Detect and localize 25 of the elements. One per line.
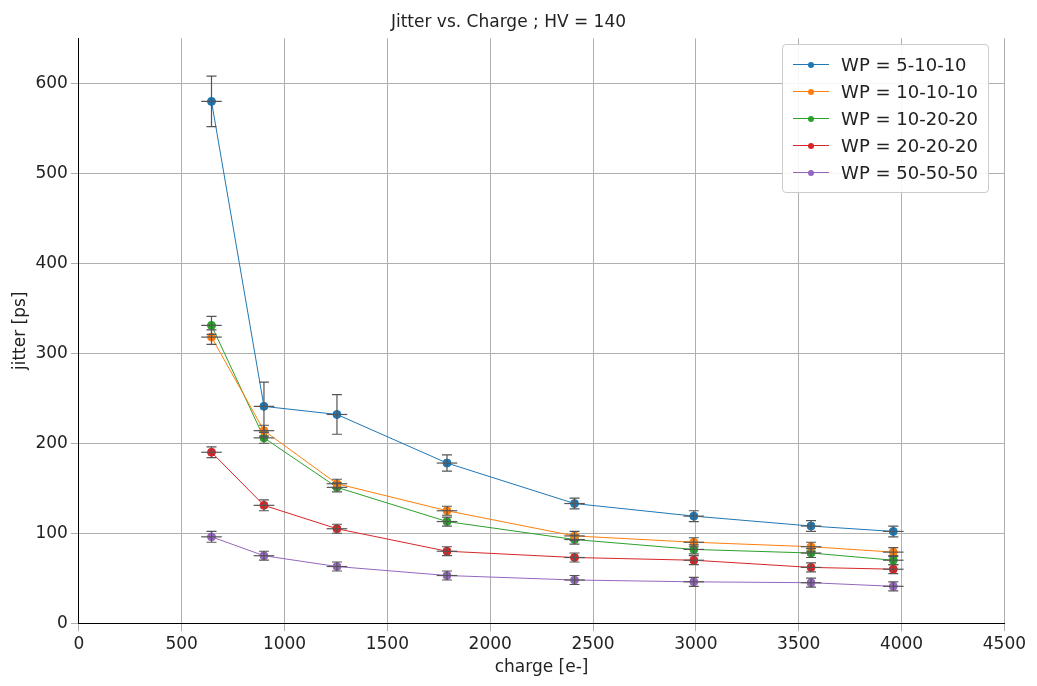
- x-tick-label: 3500: [777, 632, 821, 653]
- x-tick-label: 500: [165, 632, 198, 653]
- x-tick-label: 1500: [365, 632, 409, 653]
- y-tick-label: 300: [35, 341, 68, 362]
- y-tick-label: 600: [35, 71, 68, 92]
- legend-label: WP = 5-10-10: [841, 53, 967, 77]
- legend-label: WP = 10-20-20: [841, 107, 978, 131]
- chart-title: Jitter vs. Charge ; HV = 140: [389, 10, 627, 31]
- y-tick-label: 400: [35, 251, 68, 272]
- x-tick-label: 3000: [674, 632, 718, 653]
- y-tick-label: 500: [35, 161, 68, 182]
- x-tick-label: 1000: [262, 632, 307, 653]
- y-axis-title: jitter [ps]: [8, 291, 29, 372]
- x-tick-label: 2000: [468, 632, 512, 653]
- y-tick-label: 100: [35, 521, 68, 542]
- x-tick-label: 4000: [879, 632, 924, 653]
- legend-label: WP = 10-10-10: [841, 80, 978, 104]
- x-axis-title: charge [e-]: [494, 656, 589, 677]
- legend-label: WP = 20-20-20: [841, 134, 978, 158]
- y-tick-label: 0: [57, 611, 68, 632]
- x-tick-label: 2500: [571, 632, 615, 653]
- y-tick-label: 200: [35, 431, 68, 452]
- legend-label: WP = 50-50-50: [841, 161, 978, 185]
- x-tick-label: 0: [73, 632, 85, 653]
- x-tick-label: 4500: [982, 632, 1026, 653]
